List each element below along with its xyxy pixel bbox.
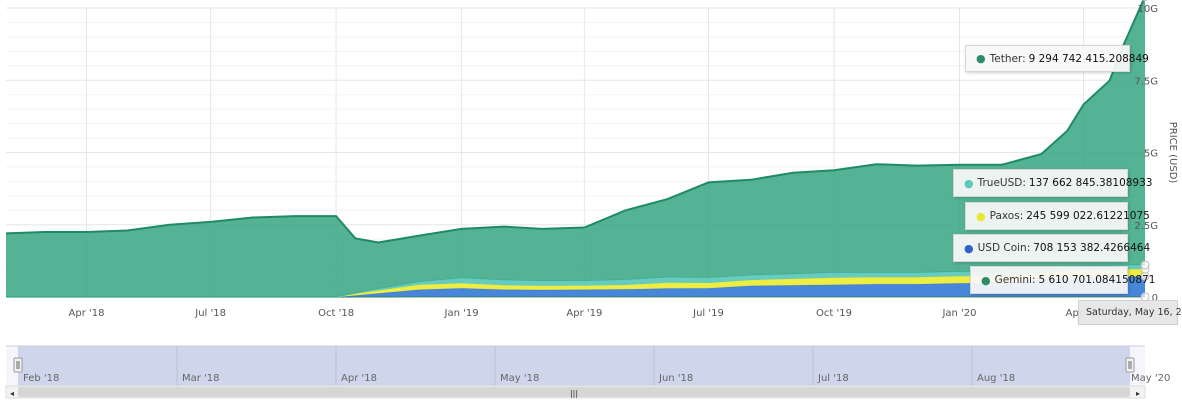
y-tick-label: 0 bbox=[1152, 293, 1158, 304]
navigator-selection[interactable] bbox=[18, 346, 1130, 386]
x-tick-label: Oct '19 bbox=[816, 308, 852, 319]
area-usd-coin bbox=[6, 276, 1145, 297]
scroll-right-arrow-icon[interactable]: ▸ bbox=[1136, 389, 1140, 398]
navigator-label: Aug '18 bbox=[977, 373, 1015, 384]
x-axis: Apr '18 Jul '18 Oct '18 Jan '19 Apr '19 Jul '… bbox=[69, 308, 1102, 319]
tooltip-trueusd: ● TrueUSD: 137 662 845.38108933 bbox=[953, 169, 1152, 197]
legend-dot-icon: ● bbox=[964, 241, 974, 255]
scrollbar-grip-icon: ||| bbox=[570, 389, 578, 398]
tooltip-paxos: ● Paxos: 245 599 022.61221075 bbox=[965, 202, 1150, 230]
tooltip-series-name: USD Coin: bbox=[977, 242, 1031, 254]
point-marker bbox=[1142, 0, 1148, 2]
navigator-label: Mar '18 bbox=[182, 373, 220, 384]
tooltip-tether: ● Tether: 9 294 742 415.208849 bbox=[965, 45, 1149, 72]
y-tick-label: 10G bbox=[1138, 4, 1158, 15]
tooltip-value: 708 153 382.4266464 bbox=[1033, 242, 1151, 254]
legend-dot-icon: ● bbox=[964, 176, 974, 190]
y-tick-label: 5G bbox=[1144, 149, 1158, 160]
tooltip-usd-coin: ● USD Coin: 708 153 382.4266464 bbox=[953, 234, 1150, 262]
tooltip-value: 5 610 701.084150871 bbox=[1038, 274, 1156, 286]
x-tick-label: Jul '19 bbox=[692, 308, 724, 319]
navigator[interactable]: Feb '18 Mar '18 Apr '18 May '18 Jun '18 Jul '… bbox=[5, 345, 1170, 399]
navigator-label: Feb '18 bbox=[23, 373, 59, 384]
y-axis: 0 2.5G 5G 7.5G 10G bbox=[1134, 4, 1158, 304]
legend-dot-icon: ● bbox=[976, 209, 986, 223]
scroll-left-arrow-icon[interactable]: ◂ bbox=[10, 389, 14, 398]
navigator-right-handle[interactable] bbox=[1125, 357, 1135, 373]
legend-dot-icon: ● bbox=[981, 273, 991, 287]
tooltip-series-name: Tether: bbox=[989, 52, 1026, 65]
area-paxos bbox=[6, 269, 1145, 297]
x-tick-label: Apr '19 bbox=[566, 308, 602, 319]
navigator-scrollbar[interactable]: ◂ ▸ ||| bbox=[5, 385, 1146, 399]
line-tether bbox=[5, 0, 1145, 244]
navigator-label: Jun '18 bbox=[658, 373, 693, 384]
navigator-label: May '18 bbox=[500, 373, 539, 384]
navigator-label: Jul '18 bbox=[817, 373, 849, 384]
navigator-label: Apr '18 bbox=[341, 373, 377, 384]
x-tick-label: Oct '18 bbox=[318, 308, 354, 319]
y-axis-title: PRICE (USD) bbox=[1167, 122, 1178, 184]
stacked-areas bbox=[5, 0, 1146, 298]
tooltip-series-name: Paxos: bbox=[989, 210, 1024, 222]
legend-dot-icon: ● bbox=[976, 52, 986, 65]
tooltip-value: 137 662 845.38108933 bbox=[1028, 177, 1153, 189]
area-tether bbox=[6, 0, 1145, 297]
tooltip-series-name: Gemini: bbox=[994, 274, 1036, 286]
tooltip-value: 9 294 742 415.208849 bbox=[1028, 52, 1149, 65]
tooltip-series-name: TrueUSD: bbox=[977, 177, 1026, 189]
point-marker bbox=[1140, 260, 1150, 270]
x-tick-label: Jan '19 bbox=[444, 308, 479, 319]
tooltip-gemini: ● Gemini: 5 610 701.084150871 bbox=[970, 266, 1155, 294]
y-tick-label: 2.5G bbox=[1134, 221, 1158, 232]
x-tick-label: Jan '20 bbox=[941, 308, 976, 319]
navigator-left-handle[interactable] bbox=[13, 357, 23, 373]
crosshair-markers bbox=[1140, 0, 1150, 302]
x-tick-label: Jul '18 bbox=[194, 308, 226, 319]
tooltip-value: 245 599 022.61221075 bbox=[1026, 210, 1150, 222]
y-tick-label: 7.5G bbox=[1134, 76, 1158, 87]
scrollbar-thumb[interactable] bbox=[18, 387, 1130, 397]
x-tick-label: Apr '18 bbox=[69, 308, 105, 319]
navigator-label: May '20 bbox=[1131, 373, 1170, 384]
crosshair-date-label: Saturday, May 16, 2020 bbox=[1078, 300, 1182, 325]
